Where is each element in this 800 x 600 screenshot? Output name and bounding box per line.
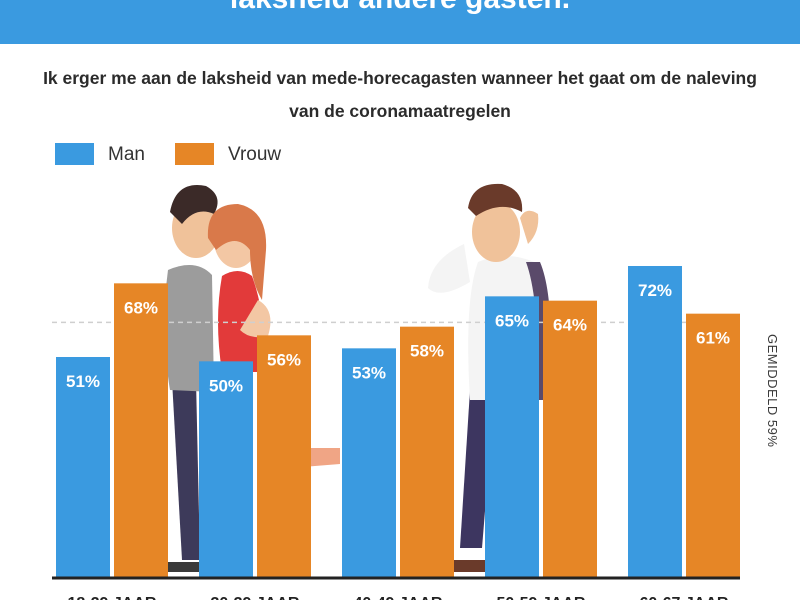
man-figure-left <box>164 185 220 572</box>
average-label: GEMIDDELD 59% <box>765 334 780 448</box>
bar-man-0 <box>56 357 110 578</box>
x-tick-label-1: 30-39 JAAR <box>211 595 300 600</box>
data-label-man-3: 65% <box>495 311 529 330</box>
legend-label-vrouw: Vrouw <box>228 144 282 165</box>
data-label-vrouw-3: 64% <box>553 316 587 335</box>
bar-man-3 <box>485 296 539 578</box>
x-tick-label-2: 40-49 JAAR <box>354 595 443 600</box>
data-label-vrouw-0: 68% <box>124 298 158 317</box>
bar-man-4 <box>628 266 682 578</box>
bar-vrouw-3 <box>543 300 597 578</box>
data-label-man-2: 53% <box>352 363 386 382</box>
legend-swatch-man <box>55 143 94 165</box>
x-tick-label-0: 18-29 JAAR <box>68 595 157 600</box>
legend-label-man: Man <box>108 144 145 165</box>
bar-vrouw-4 <box>686 313 740 578</box>
data-label-man-1: 50% <box>209 376 243 395</box>
x-tick-label-4: 60-67 JAAR <box>640 595 729 600</box>
chart-subtitle: Ik erger me aan de laksheid van mede-hor… <box>43 68 757 121</box>
bar-man-1 <box>199 361 253 578</box>
data-label-man-0: 51% <box>66 372 100 391</box>
bar-vrouw-2 <box>400 326 454 578</box>
x-tick-label-3: 50-59 JAAR <box>497 595 586 600</box>
data-label-vrouw-4: 61% <box>696 329 730 348</box>
bar-vrouw-0 <box>114 283 168 578</box>
banner-title: laksheid andere gasten. <box>0 0 800 16</box>
title-banner: laksheid andere gasten. <box>0 0 800 44</box>
data-label-vrouw-2: 58% <box>410 342 444 361</box>
bar-man-2 <box>342 348 396 578</box>
bar-vrouw-1 <box>257 335 311 578</box>
data-label-vrouw-1: 56% <box>267 350 301 369</box>
legend-swatch-vrouw <box>175 143 214 165</box>
data-label-man-4: 72% <box>638 281 672 300</box>
